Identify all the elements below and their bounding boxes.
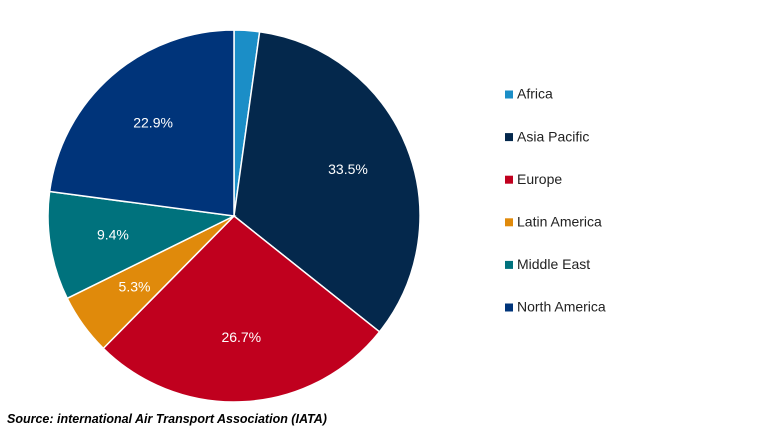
data-label-europe: 26.7% (221, 329, 261, 345)
legend-swatch-latin-america (505, 218, 513, 227)
data-label-middle-east: 9.4% (97, 227, 129, 243)
legend-label-asia-pacific: Asia Pacific (517, 128, 589, 144)
legend-swatch-africa (505, 90, 513, 99)
legend-label-latin-america: Latin America (517, 214, 602, 230)
source-note: Source: international Air Transport Asso… (7, 412, 327, 426)
legend-swatch-north-america (505, 303, 513, 312)
pie-slice-asia-pacific (233, 30, 421, 333)
legend-swatch-asia-pacific (505, 133, 513, 142)
legend-label-africa: Africa (517, 86, 553, 102)
legend-label-middle-east: Middle East (517, 256, 590, 272)
pie-slice-middle-east (47, 190, 237, 300)
pie-slice-europe (102, 214, 381, 403)
pie-data-labels: 33.5% 26.7% 5.3% 9.4% 22.9% (97, 114, 368, 345)
legend-label-north-america: North America (517, 299, 606, 315)
data-label-asia-pacific: 33.5% (328, 161, 368, 177)
chart-legend: Africa Asia Pacific Europe Latin America Mid… (505, 86, 606, 315)
data-label-latin-america: 5.3% (119, 279, 151, 295)
pie-slice-north-america (48, 29, 235, 217)
legend-swatch-europe (505, 175, 513, 184)
data-label-north-america: 22.9% (133, 114, 173, 130)
legend-label-europe: Europe (517, 171, 562, 187)
pie-slices (47, 29, 421, 403)
legend-swatch-middle-east (505, 260, 513, 269)
